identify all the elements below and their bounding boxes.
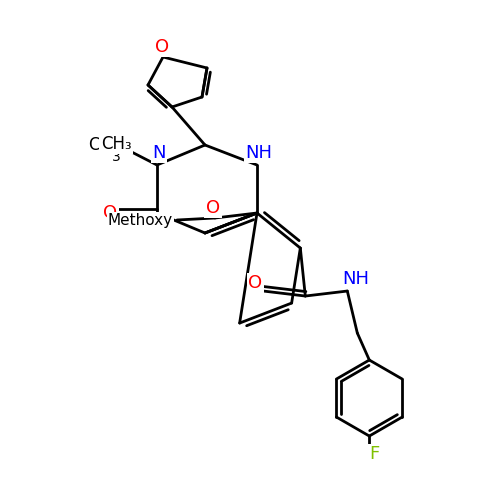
Text: O: O xyxy=(206,199,220,217)
Text: O: O xyxy=(103,204,117,222)
Text: O: O xyxy=(248,274,262,292)
Text: CH: CH xyxy=(88,136,112,154)
Text: N: N xyxy=(152,144,166,162)
Text: 3: 3 xyxy=(112,150,121,164)
Text: CH₃: CH₃ xyxy=(100,135,132,153)
Text: F: F xyxy=(369,445,380,463)
Text: Methoxy: Methoxy xyxy=(108,212,173,228)
Text: NH: NH xyxy=(246,144,272,162)
Text: NH: NH xyxy=(342,270,369,288)
Text: O: O xyxy=(155,38,169,56)
